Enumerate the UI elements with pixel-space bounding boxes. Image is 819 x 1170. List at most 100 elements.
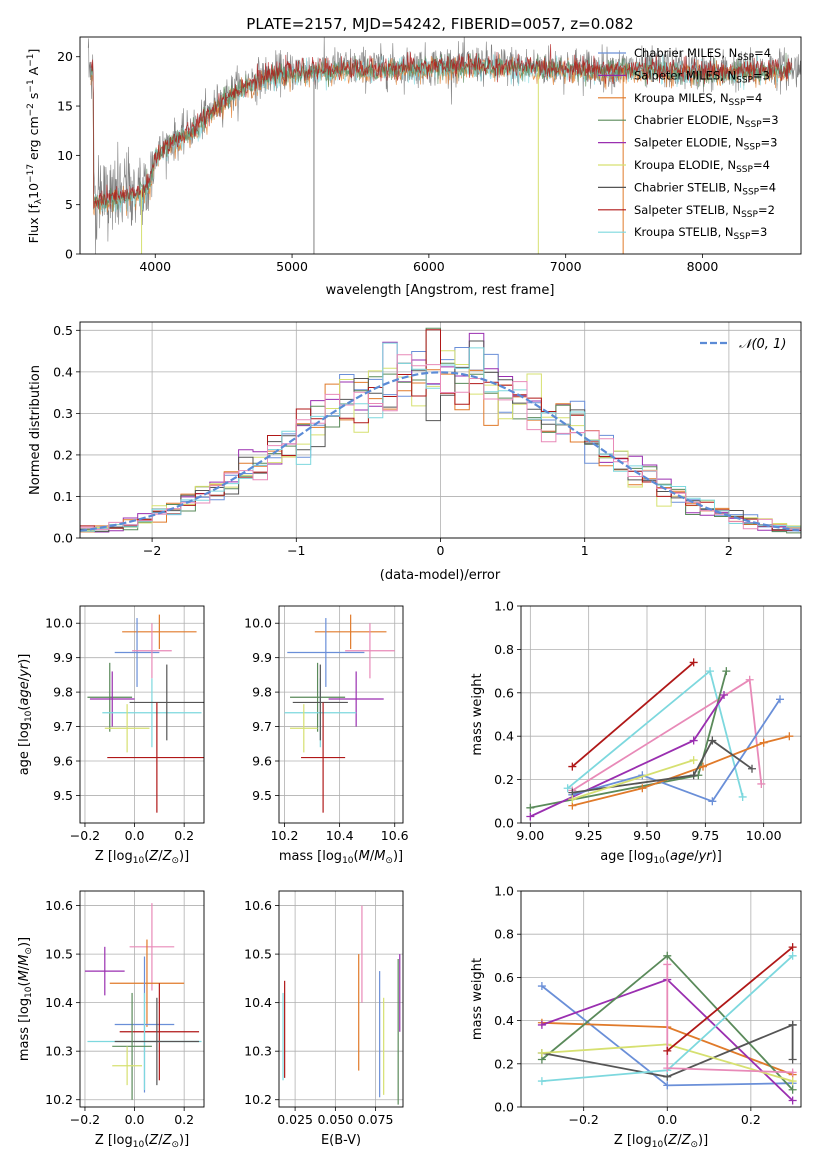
weight-line [571,661,695,768]
label-part: 10 [652,1140,664,1150]
y-tick-label: 10.6 [45,898,73,913]
label-part: )] [698,1133,708,1148]
weight-marker [788,1077,797,1086]
legend-label: 𝒩(0, 1) [739,337,786,352]
label-part: 10 [653,856,665,866]
x-tick-label: 0.2 [174,1112,194,1127]
label-part: 10 [24,710,34,722]
x-tick-label: 0.025 [277,1112,313,1127]
weight-marker [788,1068,797,1077]
weight-line [572,759,694,800]
x-tick-label: −1 [287,543,305,558]
y-tick-label: 0.0 [494,816,514,831]
label-part: −1 [26,79,36,92]
y-tick-label: 10.2 [45,1092,73,1107]
x-axis-label: E(B-V) [321,1133,361,1148]
label-part: age [log [17,722,32,775]
x-axis-label: Z [log10(Z/Z⊙)] [95,1133,189,1150]
weight-marker [785,732,794,741]
x-tick-label: 0.075 [358,1112,394,1127]
x-tick-label: 4000 [139,259,171,274]
label-part: / [370,849,375,864]
y-tick-label: 0.8 [494,927,514,942]
x-tick-label: 0.0 [125,828,145,843]
label-part: ( [144,1133,149,1148]
label-part: ( [17,706,32,711]
y-tick-label: 10.6 [244,898,272,913]
label-part: Kroupa MILES, N [634,91,729,105]
label-part: SSP [744,143,761,153]
chart-mass_vs_ebv: 0.025 0.050 0.075 10.2 10.3 10.4 10.5 10.6 E(B-V… [244,890,404,1148]
y-tick-label: 0.4 [494,1013,514,1028]
x-tick-label: 2 [725,543,733,558]
x-tick-label: 9.50 [633,828,661,843]
label-part: Salpeter ELODIE, N [634,136,744,150]
plot-area [284,614,395,813]
weight-marker [776,695,784,704]
y-axis-label: mass weight [470,958,485,1040]
x-tick-label: 10.6 [381,828,409,843]
x-axis-label: (data-model)/error [380,568,501,583]
weight-marker [689,658,698,667]
axes-frame [79,321,802,539]
weight-marker [738,792,747,801]
label-part: −1 [26,54,36,67]
y-tick-label: 9.9 [53,650,73,665]
label-part: Salpeter MILES, N [634,68,736,82]
axes-frame [79,605,205,824]
y-tick-label: 9.9 [252,650,272,665]
x-tick-label: 0.2 [741,1112,761,1127]
weight-marker [745,675,754,684]
label-part: ( [354,849,359,864]
label-part: yr [698,849,714,864]
label-part: Kroupa ELODIE, N [634,158,736,172]
normal-curve [80,371,801,532]
label-part: ( [665,849,670,864]
label-part: Chabrier ELODIE, N [634,113,745,127]
y-axis-label: mass weight [470,673,485,755]
weight-marker [638,784,647,793]
label-part: Z [148,1133,159,1148]
legend-label: Salpeter STELIB, NSSP=2 [634,203,775,220]
weight-marker [757,779,766,788]
weight-marker [788,1085,797,1094]
weight-marker [663,951,672,960]
weight-line [572,698,781,803]
plot-area [282,905,401,1105]
label-part: =3 [761,136,778,150]
label-part: ( [144,849,149,864]
label-part: )] [712,849,722,864]
label-part: (data-model)/error [380,568,501,583]
plot-area [526,658,794,821]
weight-line [666,946,794,1052]
y-tick-label: 20 [57,49,73,64]
y-tick-label: 10.3 [244,1044,272,1059]
y-tick-label: 1.0 [494,599,514,614]
legend-label: Chabrier MILES, NSSP=4 [634,46,771,63]
legend-label: Chabrier STELIB, NSSP=4 [634,180,776,197]
x-tick-label: 10.2 [271,828,299,843]
y-tick-label: 0.2 [494,1056,514,1071]
legend-label: Chabrier ELODIE, NSSP=3 [634,113,779,130]
weight-marker [689,736,698,745]
label-part: / [677,1133,682,1148]
label-part: =2 [758,203,775,217]
x-tick-label: −2 [143,543,161,558]
axes-frame [278,890,404,1108]
legend-label: Kroupa STELIB, NSSP=3 [634,225,767,242]
y-axis-label: Flux [fλ10−17 erg cm−2 s−1 A−1] [26,49,44,244]
x-axis-label: Z [log10(Z/Z⊙)] [95,849,189,866]
x-tick-label: 9.00 [516,828,544,843]
label-part: =4 [759,180,776,194]
label-part: Normed distribution [28,365,43,495]
y-tick-label: 0.0 [53,531,73,546]
x-tick-label: 1 [581,543,589,558]
x-tick-label: 0.050 [317,1112,353,1127]
weight-marker [526,812,535,821]
label-part: 10 [24,986,34,998]
label-part: mass weight [470,673,485,755]
label-part: mass [log [279,849,342,864]
y-tick-label: 9.5 [53,788,73,803]
